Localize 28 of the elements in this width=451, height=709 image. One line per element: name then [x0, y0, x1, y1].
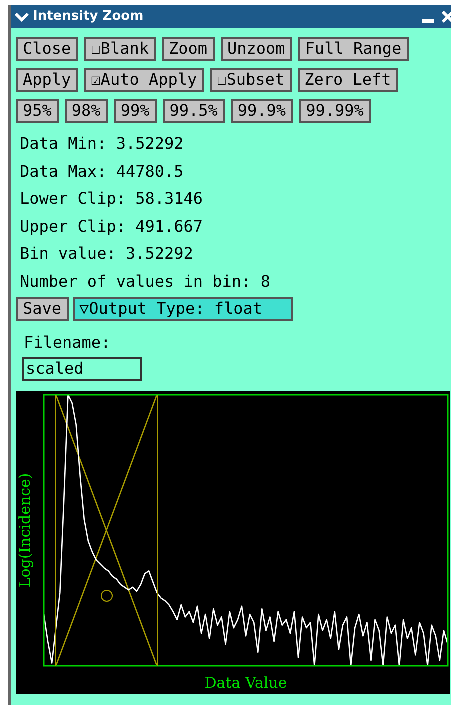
text: Data Max: 44780.5: [19, 160, 185, 182]
text: ☐Subset: [210, 68, 292, 92]
text: Save: [16, 297, 69, 321]
text: Filename:: [23, 333, 112, 354]
text: 99.99%: [299, 99, 371, 123]
text: Full Range: [298, 37, 409, 61]
y-axis-title: Log(Incidence): [16, 473, 34, 588]
text: scaled: [22, 357, 142, 381]
text: ▽Output Type: float: [72, 297, 293, 321]
text: 95%: [16, 99, 59, 123]
text: Unzoom: [220, 37, 292, 61]
text: 99.9%: [230, 99, 294, 123]
text: Number of values in bin: 8: [19, 270, 272, 292]
text: Close: [16, 37, 78, 61]
text: 99%: [114, 99, 157, 123]
text: 98%: [64, 99, 108, 123]
text: ☐Blank: [84, 37, 156, 61]
text: Lower Clip: 58.3146: [19, 188, 204, 210]
text: Data Min: 3.52292: [19, 133, 185, 155]
text: Apply: [16, 68, 78, 92]
text: ☑Auto Apply: [84, 68, 204, 92]
text: Upper Clip: 491.667: [19, 216, 204, 238]
text: 99.5%: [162, 99, 225, 123]
text: Zero Left: [298, 68, 398, 92]
x-axis-title: Data Value: [204, 674, 288, 692]
chart-title: Intensity Zoom: [33, 9, 145, 24]
text: Bin value: 3.52292: [19, 243, 194, 265]
text: Zoom: [162, 37, 214, 61]
